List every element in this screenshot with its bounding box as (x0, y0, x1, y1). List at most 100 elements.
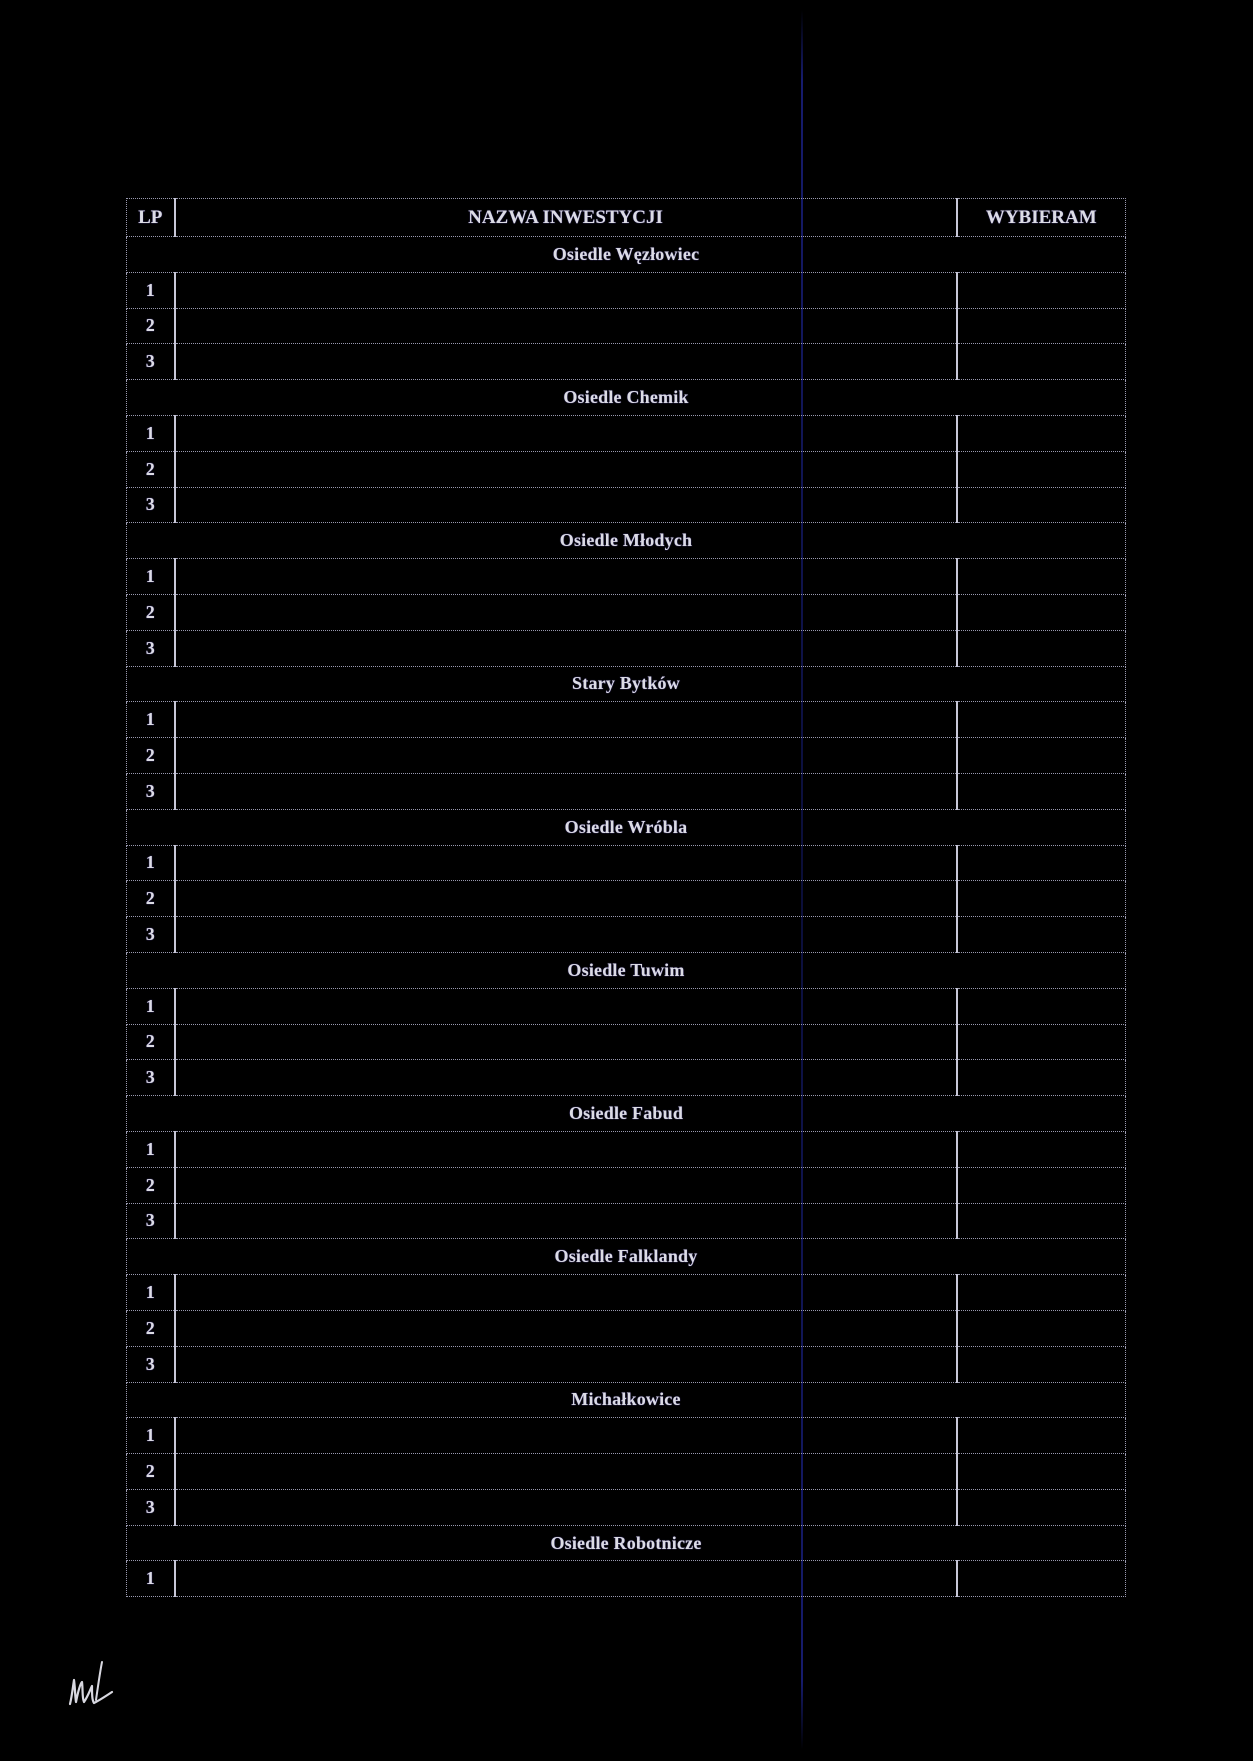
section-title: Osiedle Wróbla (126, 808, 1126, 846)
choose-cell[interactable] (955, 1560, 1126, 1598)
investment-name-cell[interactable] (174, 558, 957, 595)
choose-cell[interactable] (955, 737, 1126, 774)
section-title: Michałkowice (126, 1381, 1126, 1419)
section-row: Osiedle Młodych (126, 522, 1126, 560)
investment-name-cell[interactable] (174, 1023, 957, 1061)
investment-selection-table: LP NAZWA INWESTYCJI WYBIERAM Osiedle Węz… (126, 198, 1126, 1598)
choose-cell[interactable] (955, 629, 1126, 667)
table-row: 2 (126, 737, 1126, 774)
choose-cell[interactable] (955, 844, 1126, 882)
investment-name-cell[interactable] (174, 1202, 957, 1240)
section-row: Osiedle Falklandy (126, 1238, 1126, 1276)
investment-name-cell[interactable] (174, 271, 957, 309)
row-number: 3 (126, 1488, 176, 1526)
row-number: 3 (126, 772, 176, 810)
row-number: 2 (126, 880, 176, 918)
choose-cell[interactable] (955, 1345, 1126, 1383)
choose-cell[interactable] (955, 271, 1126, 309)
section-title: Osiedle Chemik (126, 379, 1126, 416)
investment-name-cell[interactable] (174, 1488, 957, 1526)
table-row: 3 (126, 1345, 1126, 1383)
choose-cell[interactable] (955, 450, 1126, 488)
investment-name-cell[interactable] (174, 844, 957, 882)
investment-name-cell[interactable] (174, 987, 957, 1025)
investment-name-cell[interactable] (174, 701, 957, 739)
investment-name-cell[interactable] (174, 1059, 957, 1097)
table-row: 3 (126, 916, 1126, 953)
section-row: Osiedle Fabud (126, 1095, 1126, 1132)
choose-cell[interactable] (955, 307, 1126, 345)
section-row: Michałkowice (126, 1381, 1126, 1419)
section-row: Osiedle Chemik (126, 379, 1126, 416)
choose-cell[interactable] (955, 1202, 1126, 1240)
section-title: Osiedle Robotnicze (126, 1524, 1126, 1562)
investment-name-cell[interactable] (174, 1417, 957, 1455)
table-row: 2 (126, 1023, 1126, 1061)
choose-cell[interactable] (955, 1453, 1126, 1490)
table-row: 1 (126, 558, 1126, 595)
table-row: 1 (126, 1274, 1126, 1311)
section-title: Osiedle Tuwim (126, 951, 1126, 989)
row-number: 1 (126, 1274, 176, 1311)
investment-name-cell[interactable] (174, 629, 957, 667)
investment-name-cell[interactable] (174, 772, 957, 810)
table-row: 1 (126, 271, 1126, 309)
choose-cell[interactable] (955, 343, 1126, 381)
choose-cell[interactable] (955, 772, 1126, 810)
section-title: Stary Bytków (126, 665, 1126, 703)
section-row: Osiedle Wróbla (126, 808, 1126, 846)
table-row: 2 (126, 450, 1126, 488)
choose-cell[interactable] (955, 880, 1126, 918)
choose-cell[interactable] (955, 1309, 1126, 1347)
table-body: Osiedle Węzłowiec 1 2 3 Osiedle Chemik 1 2 3 Osi… (126, 236, 1126, 1598)
row-number: 1 (126, 414, 176, 452)
investment-name-cell[interactable] (174, 486, 957, 524)
section-row: Osiedle Węzłowiec (126, 236, 1126, 273)
table-row: 2 (126, 593, 1126, 631)
table-row: 3 (126, 486, 1126, 524)
table-row: 1 (126, 844, 1126, 882)
choose-cell[interactable] (955, 1130, 1126, 1168)
investment-name-cell[interactable] (174, 1130, 957, 1168)
table-row: 2 (126, 880, 1126, 918)
choose-cell[interactable] (955, 558, 1126, 595)
row-number: 1 (126, 1130, 176, 1168)
table-row: 1 (126, 1417, 1126, 1455)
investment-name-cell[interactable] (174, 1453, 957, 1490)
choose-cell[interactable] (955, 1166, 1126, 1204)
investment-name-cell[interactable] (174, 916, 957, 953)
choose-cell[interactable] (955, 701, 1126, 739)
section-title: Osiedle Młodych (126, 522, 1126, 560)
choose-cell[interactable] (955, 1059, 1126, 1097)
choose-cell[interactable] (955, 1274, 1126, 1311)
choose-cell[interactable] (955, 593, 1126, 631)
investment-name-cell[interactable] (174, 737, 957, 774)
investment-name-cell[interactable] (174, 1274, 957, 1311)
choose-cell[interactable] (955, 414, 1126, 452)
investment-name-cell[interactable] (174, 307, 957, 345)
choose-cell[interactable] (955, 1023, 1126, 1061)
investment-name-cell[interactable] (174, 450, 957, 488)
header-choose: WYBIERAM (955, 198, 1126, 237)
table-row: 1 (126, 1560, 1126, 1598)
table-row: 1 (126, 701, 1126, 739)
investment-name-cell[interactable] (174, 1345, 957, 1383)
row-number: 3 (126, 343, 176, 381)
row-number: 2 (126, 1309, 176, 1347)
investment-name-cell[interactable] (174, 1560, 957, 1598)
investment-name-cell[interactable] (174, 593, 957, 631)
choose-cell[interactable] (955, 1488, 1126, 1526)
table-row: 3 (126, 1202, 1126, 1240)
investment-name-cell[interactable] (174, 1309, 957, 1347)
table-row: 3 (126, 1059, 1126, 1097)
row-number: 1 (126, 844, 176, 882)
investment-name-cell[interactable] (174, 343, 957, 381)
choose-cell[interactable] (955, 486, 1126, 524)
choose-cell[interactable] (955, 987, 1126, 1025)
choose-cell[interactable] (955, 916, 1126, 953)
section-row: Stary Bytków (126, 665, 1126, 703)
choose-cell[interactable] (955, 1417, 1126, 1455)
investment-name-cell[interactable] (174, 414, 957, 452)
investment-name-cell[interactable] (174, 1166, 957, 1204)
investment-name-cell[interactable] (174, 880, 957, 918)
